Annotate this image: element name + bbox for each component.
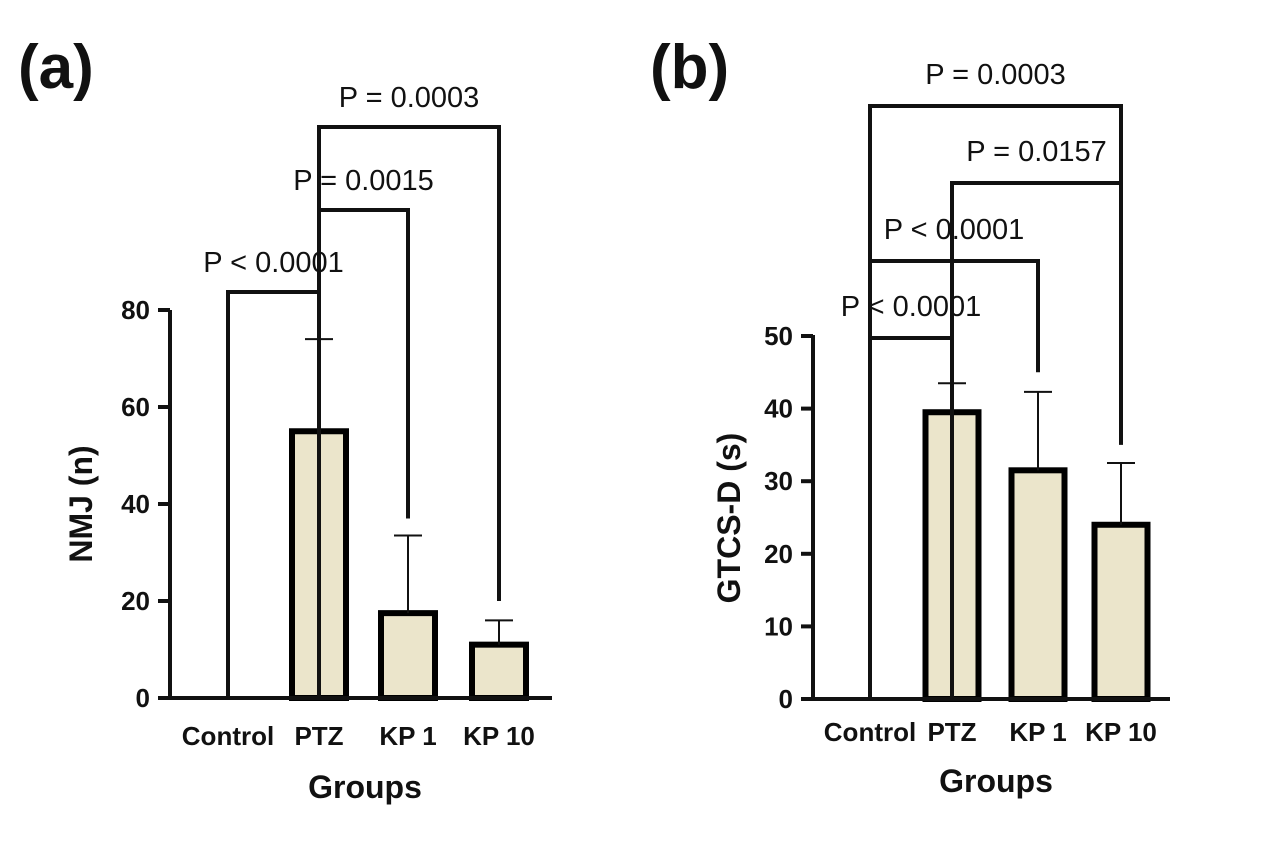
panel-a-x-tick-label-2: KP 1 bbox=[379, 721, 436, 751]
panel-b-bracket-2 bbox=[950, 181, 1123, 699]
panel-b-p-value-0: P < 0.0001 bbox=[841, 291, 982, 323]
panel-a-y-tick-label-3: 60 bbox=[121, 392, 150, 422]
panel-b-x-tick-label-0: Control bbox=[824, 717, 916, 747]
panel-a-label: (a) bbox=[18, 33, 94, 102]
panel-a-y-tick-label-0: 0 bbox=[136, 683, 150, 713]
panel-b-y-tick-label-1: 10 bbox=[764, 611, 793, 641]
panel-b-bar-3 bbox=[1091, 521, 1151, 703]
panel-b-x-tick-label-3: KP 10 bbox=[1085, 717, 1157, 747]
panel-a-bar-3 bbox=[469, 641, 529, 702]
panel-a-p-value-2: P = 0.0003 bbox=[339, 82, 480, 114]
panel-a-x-tick-label-3: KP 10 bbox=[463, 721, 535, 751]
panel-b-bracket-3 bbox=[868, 104, 1123, 699]
panel-b-bar-2 bbox=[1008, 467, 1068, 702]
panel-b-p-value-3: P = 0.0003 bbox=[925, 59, 1066, 91]
panel-a-y-axis-title: NMJ (n) bbox=[63, 445, 99, 562]
panel-a-x-tick-labels: Control PTZ KP 1 KP 10 bbox=[182, 721, 535, 751]
panel-b-y-tick-label-2: 20 bbox=[764, 539, 793, 569]
panel-a-y-tick-label-2: 40 bbox=[121, 489, 150, 519]
panel-b-y-ticks: 0 10 20 30 40 50 bbox=[764, 321, 813, 714]
panel-a-y-tick-label-4: 80 bbox=[121, 295, 150, 325]
chart-panel-a: (a) P < 0.0001 P = 0.0015 P = 0.0003 0 20 40… bbox=[18, 33, 552, 805]
panel-a-x-tick-label-0: Control bbox=[182, 721, 274, 751]
panel-b-y-tick-label-4: 40 bbox=[764, 394, 793, 424]
panel-a-y-ticks: 0 20 40 60 80 bbox=[121, 295, 170, 713]
panel-a-bracket-2 bbox=[317, 125, 501, 698]
panel-b-p-value-2: P = 0.0157 bbox=[966, 136, 1107, 168]
panel-b-x-axis-title: Groups bbox=[939, 763, 1053, 799]
panel-b-x-tick-labels: Control PTZ KP 1 KP 10 bbox=[824, 717, 1157, 747]
panel-a-y-tick-label-1: 20 bbox=[121, 586, 150, 616]
panel-a-x-tick-label-1: PTZ bbox=[294, 721, 343, 751]
panel-a-bar-2 bbox=[378, 610, 438, 701]
panel-b-y-tick-label-5: 50 bbox=[764, 321, 793, 351]
panel-b-x-tick-label-2: KP 1 bbox=[1009, 717, 1066, 747]
panel-a-p-value-1: P = 0.0015 bbox=[293, 165, 434, 197]
panel-b-bars bbox=[922, 409, 1151, 703]
panel-b-y-tick-label-0: 0 bbox=[779, 684, 793, 714]
panel-a-p-value-0: P < 0.0001 bbox=[203, 247, 344, 279]
panel-b-x-tick-label-1: PTZ bbox=[927, 717, 976, 747]
panel-b-y-axis-title: GTCS-D (s) bbox=[711, 433, 747, 604]
panel-b-label: (b) bbox=[650, 33, 729, 102]
panel-a-significance-brackets: P < 0.0001 P = 0.0015 P = 0.0003 bbox=[203, 82, 501, 698]
panel-a-x-axis-title: Groups bbox=[308, 769, 422, 805]
panel-b-y-tick-label-3: 30 bbox=[764, 466, 793, 496]
